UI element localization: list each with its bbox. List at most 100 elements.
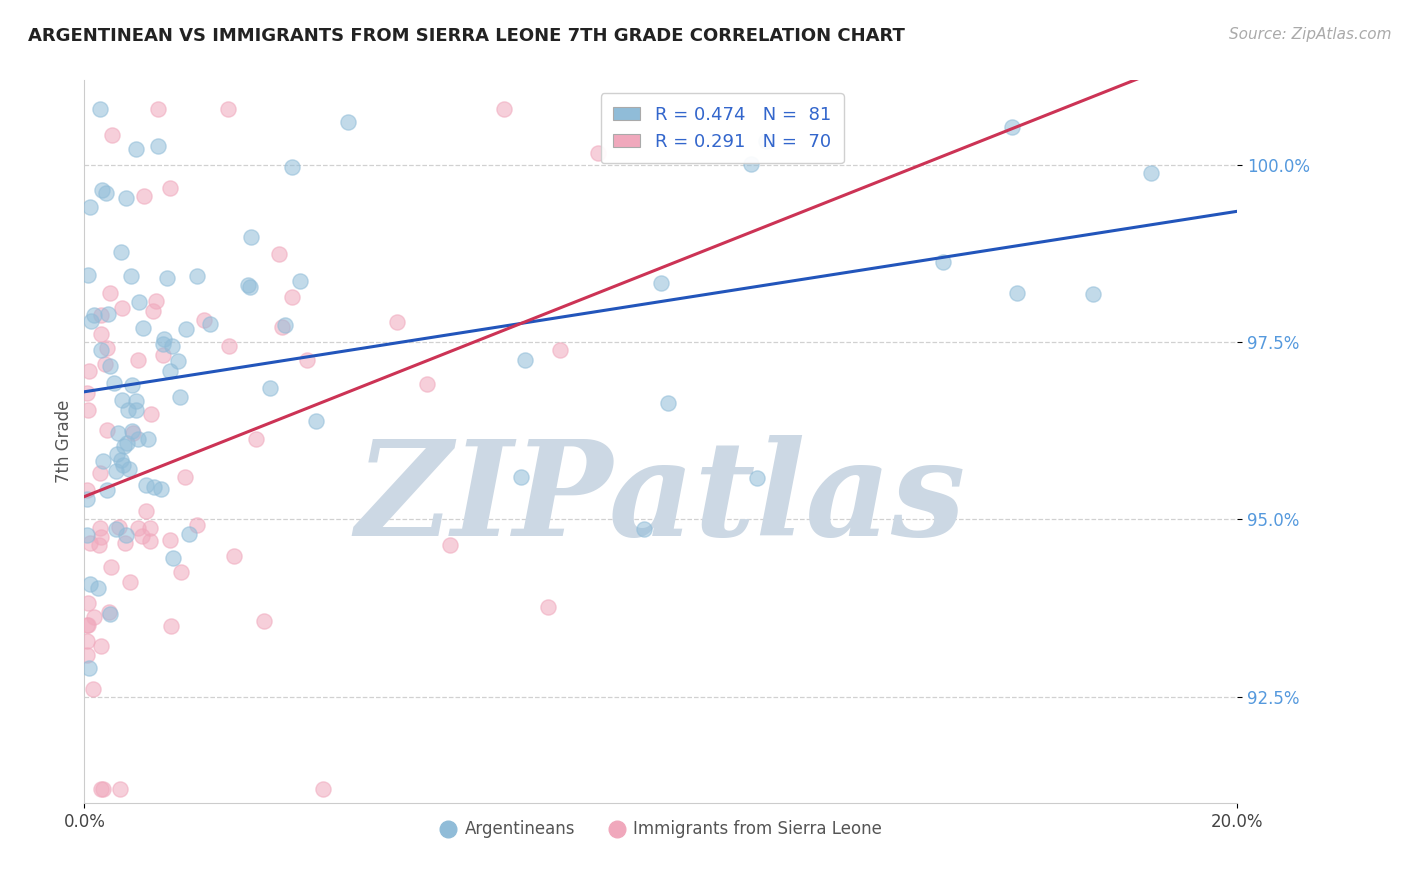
Point xyxy=(281,160,304,174)
Point xyxy=(166,353,188,368)
Point xyxy=(259,381,281,395)
Point xyxy=(127,353,149,368)
Point xyxy=(132,189,155,203)
Point xyxy=(121,377,143,392)
Point xyxy=(90,308,112,322)
Point xyxy=(153,332,176,346)
Point xyxy=(439,538,461,552)
Point xyxy=(1005,285,1028,300)
Point xyxy=(108,520,131,534)
Point xyxy=(83,308,105,322)
Point xyxy=(267,247,290,261)
Point xyxy=(271,320,294,334)
Point xyxy=(76,385,98,400)
Point xyxy=(89,102,111,116)
Point xyxy=(96,483,118,497)
Point xyxy=(115,191,138,205)
Point xyxy=(79,200,101,214)
Point xyxy=(100,607,122,621)
Point xyxy=(96,423,118,437)
Point xyxy=(156,271,179,285)
Point xyxy=(121,424,143,438)
Point xyxy=(115,436,138,450)
Point xyxy=(89,521,111,535)
Point xyxy=(101,128,124,143)
Point xyxy=(118,462,141,476)
Point xyxy=(132,320,155,334)
Point xyxy=(79,536,101,550)
Point xyxy=(159,364,181,378)
Point xyxy=(77,618,100,632)
Point xyxy=(76,648,98,662)
Point xyxy=(77,268,100,283)
Point xyxy=(162,339,184,353)
Point xyxy=(82,681,104,696)
Point xyxy=(76,617,98,632)
Point xyxy=(548,343,571,358)
Point xyxy=(139,533,162,548)
Point xyxy=(253,614,276,628)
Point xyxy=(1140,165,1163,179)
Point xyxy=(657,396,679,410)
Point xyxy=(107,425,129,440)
Point xyxy=(297,353,319,368)
Point xyxy=(932,255,955,269)
Point xyxy=(96,342,118,356)
Point xyxy=(110,245,132,260)
Point xyxy=(305,414,328,428)
Point xyxy=(238,277,260,292)
Point xyxy=(149,482,172,496)
Point xyxy=(152,348,174,362)
Point xyxy=(148,139,170,153)
Point xyxy=(239,230,262,244)
Point xyxy=(280,290,302,304)
Point xyxy=(125,403,148,417)
Point xyxy=(513,353,536,368)
Point xyxy=(128,295,150,310)
Point xyxy=(76,483,98,497)
Point xyxy=(1083,287,1105,301)
Point xyxy=(245,432,267,446)
Point xyxy=(1001,120,1024,134)
Point xyxy=(94,357,117,371)
Point xyxy=(141,407,163,421)
Point xyxy=(745,471,768,485)
Point xyxy=(162,550,184,565)
Point xyxy=(98,606,121,620)
Point xyxy=(97,307,120,321)
Point xyxy=(87,581,110,595)
Point xyxy=(91,454,114,468)
Point xyxy=(120,575,142,590)
Point xyxy=(537,600,560,615)
Text: Source: ZipAtlas.com: Source: ZipAtlas.com xyxy=(1229,27,1392,42)
Point xyxy=(117,402,139,417)
Point xyxy=(510,470,533,484)
Point xyxy=(337,114,360,128)
Point xyxy=(127,433,149,447)
Point xyxy=(740,157,762,171)
Point xyxy=(90,781,112,796)
Point xyxy=(200,317,222,331)
Point xyxy=(224,549,246,563)
Point xyxy=(288,274,311,288)
Point xyxy=(124,394,146,409)
Point xyxy=(135,478,157,492)
Point xyxy=(105,447,128,461)
Point xyxy=(312,781,335,796)
Point xyxy=(416,376,439,391)
Point xyxy=(105,464,128,478)
Point xyxy=(98,359,121,374)
Point xyxy=(128,521,150,535)
Point xyxy=(139,521,162,535)
Text: ARGENTINEAN VS IMMIGRANTS FROM SIERRA LEONE 7TH GRADE CORRELATION CHART: ARGENTINEAN VS IMMIGRANTS FROM SIERRA LE… xyxy=(28,27,905,45)
Point xyxy=(111,458,134,472)
Point xyxy=(111,393,134,408)
Point xyxy=(90,639,112,653)
Point xyxy=(90,327,112,342)
Point xyxy=(121,426,143,441)
Point xyxy=(146,102,169,116)
Text: ZIPatlas: ZIPatlas xyxy=(356,434,966,564)
Point xyxy=(77,364,100,378)
Point xyxy=(87,538,110,552)
Point xyxy=(142,304,165,318)
